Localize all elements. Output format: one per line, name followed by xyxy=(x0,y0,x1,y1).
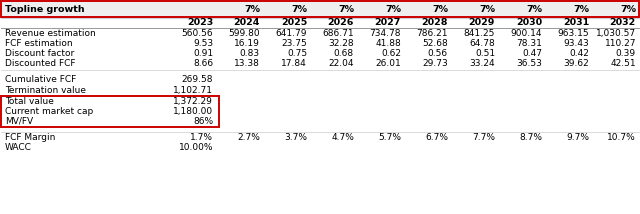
Text: 0.47: 0.47 xyxy=(522,49,542,58)
Bar xyxy=(1,1,639,17)
Text: 2024: 2024 xyxy=(234,18,260,27)
Text: 10.7%: 10.7% xyxy=(607,132,636,141)
Text: 9.53: 9.53 xyxy=(193,39,213,48)
Text: 786.21: 786.21 xyxy=(417,28,448,37)
Text: 686.71: 686.71 xyxy=(323,28,354,37)
Text: 0.39: 0.39 xyxy=(616,49,636,58)
Text: 0.56: 0.56 xyxy=(428,49,448,58)
Text: FCF estimation: FCF estimation xyxy=(5,39,72,48)
Text: 7%: 7% xyxy=(338,4,354,13)
Text: 560.56: 560.56 xyxy=(181,28,213,37)
Text: 0.62: 0.62 xyxy=(381,49,401,58)
Text: 0.42: 0.42 xyxy=(569,49,589,58)
Text: 23.75: 23.75 xyxy=(281,39,307,48)
Text: 2023: 2023 xyxy=(187,18,213,27)
Text: 734.78: 734.78 xyxy=(369,28,401,37)
Text: 0.75: 0.75 xyxy=(287,49,307,58)
Text: 0.91: 0.91 xyxy=(193,49,213,58)
Text: 841.25: 841.25 xyxy=(463,28,495,37)
Bar xyxy=(1,96,219,127)
Text: 7%: 7% xyxy=(385,4,401,13)
Text: MV/FV: MV/FV xyxy=(5,116,33,125)
Text: 7%: 7% xyxy=(620,4,636,13)
Text: 2029: 2029 xyxy=(468,18,495,27)
Text: Cumulative FCF: Cumulative FCF xyxy=(5,74,76,83)
Text: 7%: 7% xyxy=(291,4,307,13)
Text: 1,372.29: 1,372.29 xyxy=(173,97,213,106)
Text: 7%: 7% xyxy=(479,4,495,13)
Text: 0.51: 0.51 xyxy=(475,49,495,58)
Text: 2.7%: 2.7% xyxy=(237,132,260,141)
Text: 4.7%: 4.7% xyxy=(331,132,354,141)
Text: 64.78: 64.78 xyxy=(469,39,495,48)
Text: 1,180.00: 1,180.00 xyxy=(173,107,213,116)
Text: 3.7%: 3.7% xyxy=(284,132,307,141)
Text: 1.7%: 1.7% xyxy=(190,132,213,141)
Text: Discounted FCF: Discounted FCF xyxy=(5,58,76,67)
Text: FCF Margin: FCF Margin xyxy=(5,132,56,141)
Text: 93.43: 93.43 xyxy=(563,39,589,48)
Text: 7%: 7% xyxy=(432,4,448,13)
Text: 41.88: 41.88 xyxy=(375,39,401,48)
Text: 78.31: 78.31 xyxy=(516,39,542,48)
Text: 16.19: 16.19 xyxy=(234,39,260,48)
Text: Topline growth: Topline growth xyxy=(5,4,84,13)
Text: 0.68: 0.68 xyxy=(334,49,354,58)
Text: 900.14: 900.14 xyxy=(511,28,542,37)
Text: 26.01: 26.01 xyxy=(375,58,401,67)
Text: WACC: WACC xyxy=(5,143,32,152)
Text: 7%: 7% xyxy=(573,4,589,13)
Text: Total value: Total value xyxy=(5,97,54,106)
Text: 5.7%: 5.7% xyxy=(378,132,401,141)
Text: 9.7%: 9.7% xyxy=(566,132,589,141)
Text: 599.80: 599.80 xyxy=(228,28,260,37)
Text: 6.7%: 6.7% xyxy=(425,132,448,141)
Text: 33.24: 33.24 xyxy=(469,58,495,67)
Text: 8.66: 8.66 xyxy=(193,58,213,67)
Text: 17.84: 17.84 xyxy=(281,58,307,67)
Text: 7.7%: 7.7% xyxy=(472,132,495,141)
Text: 269.58: 269.58 xyxy=(182,74,213,83)
Text: 29.73: 29.73 xyxy=(422,58,448,67)
Text: 22.04: 22.04 xyxy=(328,58,354,67)
Text: Current market cap: Current market cap xyxy=(5,107,93,116)
Text: 1,102.71: 1,102.71 xyxy=(173,86,213,95)
Text: 39.62: 39.62 xyxy=(563,58,589,67)
Text: 2025: 2025 xyxy=(281,18,307,27)
Text: Termination value: Termination value xyxy=(5,86,86,95)
Text: 7%: 7% xyxy=(526,4,542,13)
Text: 52.68: 52.68 xyxy=(422,39,448,48)
Text: Revenue estimation: Revenue estimation xyxy=(5,28,96,37)
Text: 32.28: 32.28 xyxy=(328,39,354,48)
Text: Discount factor: Discount factor xyxy=(5,49,74,58)
Text: 2032: 2032 xyxy=(610,18,636,27)
Text: 1,030.57: 1,030.57 xyxy=(596,28,636,37)
Text: 8.7%: 8.7% xyxy=(519,132,542,141)
Text: 2031: 2031 xyxy=(563,18,589,27)
Text: 641.79: 641.79 xyxy=(275,28,307,37)
Text: 2027: 2027 xyxy=(374,18,401,27)
Text: 10.00%: 10.00% xyxy=(179,143,213,152)
Text: 963.15: 963.15 xyxy=(557,28,589,37)
Text: 13.38: 13.38 xyxy=(234,58,260,67)
Text: 2030: 2030 xyxy=(516,18,542,27)
Text: 42.51: 42.51 xyxy=(611,58,636,67)
Text: 86%: 86% xyxy=(193,116,213,125)
Text: 36.53: 36.53 xyxy=(516,58,542,67)
Text: 2028: 2028 xyxy=(422,18,448,27)
Text: 7%: 7% xyxy=(244,4,260,13)
Text: 110.27: 110.27 xyxy=(605,39,636,48)
Text: 2026: 2026 xyxy=(328,18,354,27)
Text: 0.83: 0.83 xyxy=(240,49,260,58)
